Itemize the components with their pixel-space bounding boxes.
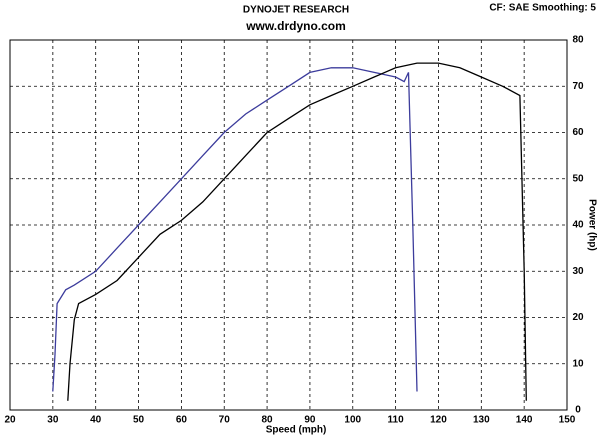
x-tick-label: 100 [344,415,361,426]
x-tick-label: 150 [559,415,576,426]
y-tick-label: 40 [572,220,584,231]
chart-title: DYNOJET RESEARCH [243,5,349,16]
x-axis-label: Speed (mph) [266,425,327,436]
y-tick-label: 80 [572,35,584,46]
y-tick-label: 70 [572,81,584,92]
y-tick-label: 0 [575,405,581,416]
x-tick-label: 130 [473,415,490,426]
y-tick-label: 60 [572,127,584,138]
y-tick-label: 50 [572,173,584,184]
x-tick-label: 20 [4,415,16,426]
x-tick-label: 110 [388,415,405,426]
x-tick-label: 60 [176,415,188,426]
x-tick-label: 80 [262,415,274,426]
x-tick-label: 70 [219,415,231,426]
y-axis-label: Power (hp) [586,199,597,251]
y-tick-label: 20 [572,312,584,323]
x-tick-label: 30 [47,415,59,426]
x-tick-label: 140 [516,415,533,426]
y-tick-label: 30 [572,266,584,277]
line [67,62,527,401]
y-tick-label: 10 [572,358,584,369]
line [52,67,418,392]
annotation: CF: SAE Smoothing: 5 [489,3,596,14]
x-tick-label: 50 [133,415,145,426]
x-tick-label: 120 [430,415,447,426]
x-tick-label: 90 [304,415,316,426]
x-tick-label: 40 [90,415,102,426]
chart-subtitle: www.drdyno.com [245,19,346,33]
